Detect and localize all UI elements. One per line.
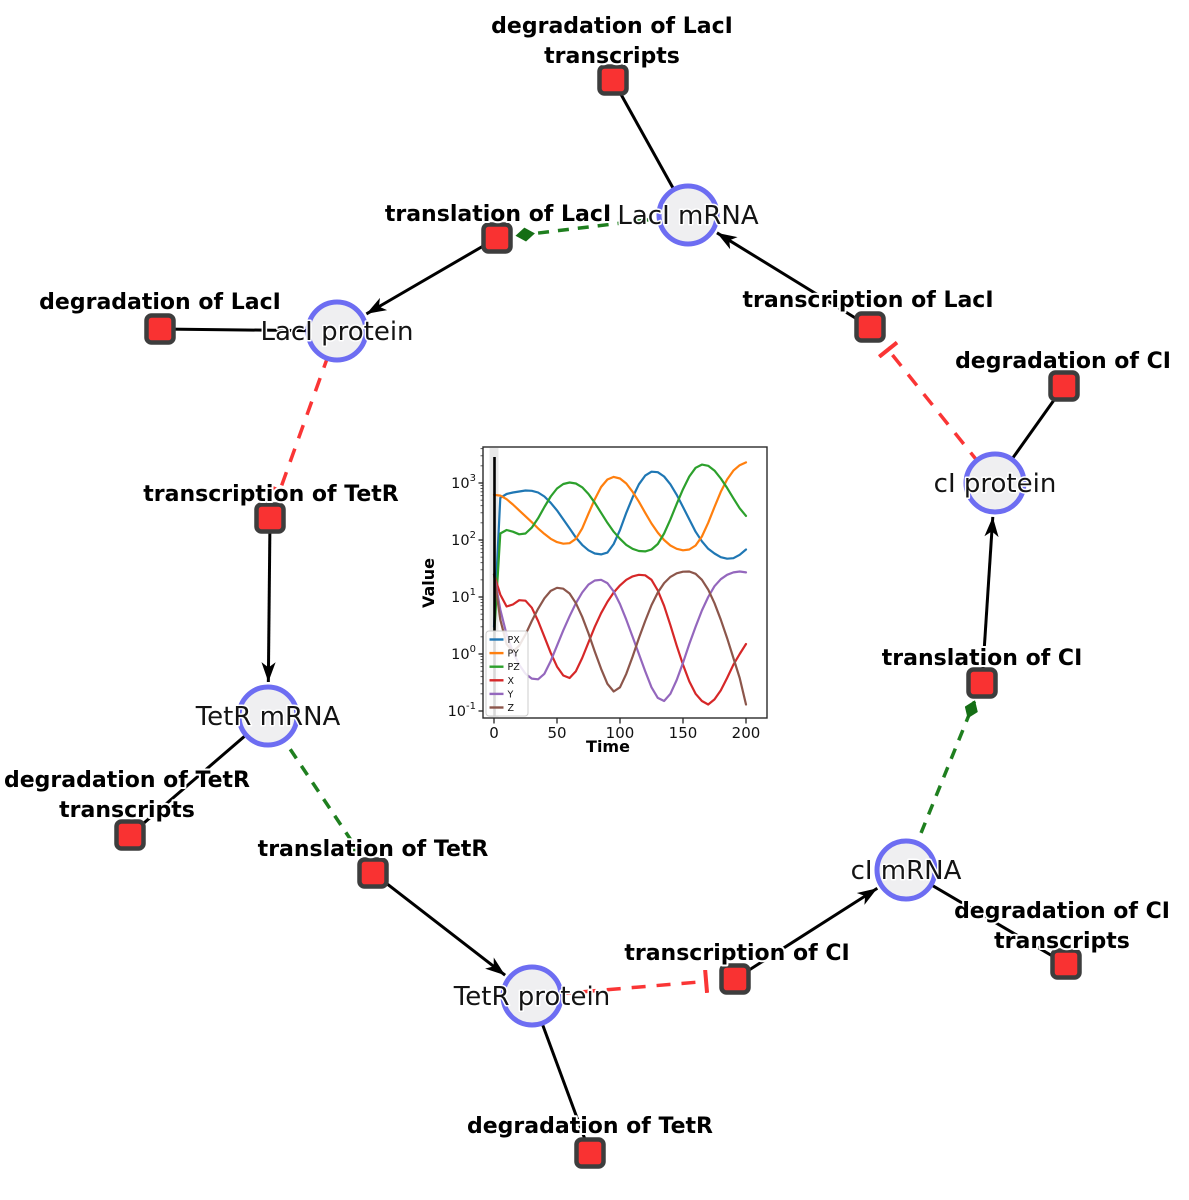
species-label-cI_protein: cI protein — [934, 469, 1057, 499]
series-line-Y — [492, 570, 748, 703]
reaction-node-trans_cI — [966, 667, 998, 699]
reaction-label-deg_cI_tx: degradation of CI — [954, 899, 1170, 924]
species-label-tetR_protein: TetR protein — [453, 982, 610, 1012]
series-line-Z — [492, 570, 748, 706]
chart-frame — [482, 446, 768, 719]
edge-production-trans_lacI-lacI_protein — [365, 236, 498, 316]
x-tick-label-0: 0 — [489, 724, 499, 742]
species-label-tetR_mRNA: TetR mRNA — [195, 702, 341, 732]
reaction-node-txn_lacI — [854, 311, 886, 343]
chart-y-axis-label: Value — [419, 558, 438, 608]
species-node-cI_protein — [963, 451, 1027, 515]
reaction-label-deg_cI_tx-line2: transcripts — [994, 929, 1130, 954]
species-node-lacI_mRNA — [656, 183, 720, 247]
chart-series-layer — [492, 461, 748, 706]
legend-label-PY: PY — [508, 649, 520, 660]
reaction-node-deg_tetR — [574, 1137, 606, 1169]
series-line-PX — [492, 470, 748, 628]
y-tick-label-10e3: 103 — [451, 473, 476, 492]
legend-label-PX: PX — [508, 635, 521, 646]
edge-production-txn_lacI-lacI_mRNA — [716, 231, 871, 329]
reaction-label-deg_lacI_tx: degradation of LacI — [491, 14, 733, 39]
legend-label-X: X — [508, 676, 515, 687]
y-tick-label-10e1: 101 — [451, 587, 476, 606]
reaction-label-deg_tetR: degradation of TetR — [467, 1114, 713, 1139]
series-line-PZ — [492, 463, 748, 638]
edge-production-txn_cI-cI_mRNA — [734, 887, 879, 981]
chart-x-axis-label: Time — [586, 737, 630, 756]
reaction-label-txn_cI: transcription of CI — [624, 941, 849, 966]
reaction-label-trans_lacI: translation of LacI — [385, 202, 611, 227]
legend-label-PZ: PZ — [508, 662, 521, 673]
reaction-label-deg_tetR_tx-line2: transcripts — [59, 798, 195, 823]
reaction-label-txn_lacI: transcription of LacI — [742, 288, 993, 313]
reaction-node-deg_cI — [1048, 370, 1080, 402]
reaction-label-trans_tetR: translation of TetR — [258, 837, 489, 862]
series-line-X — [492, 573, 748, 706]
x-tick-label-50: 50 — [547, 724, 566, 742]
y-tick-label-10e-1: 10-1 — [448, 701, 476, 720]
inset-chart: 103 102 101 100 10-1 0 50 100 150 200 Time Value PX P… — [419, 446, 768, 756]
x-tick-label-150: 150 — [669, 724, 698, 742]
species-node-lacI_protein — [305, 299, 369, 363]
species-label-lacI_protein: LacI protein — [260, 317, 413, 347]
species-node-tetR_protein — [500, 964, 564, 1028]
y-tick-label-10e0: 100 — [451, 644, 476, 663]
edge-production-trans_cI-cI_protein — [980, 516, 999, 684]
reaction-label-txn_tetR: transcription of TetR — [143, 482, 399, 507]
reaction-label-deg_cI: degradation of CI — [955, 349, 1171, 374]
species-label-cI_mRNA: cI mRNA — [851, 856, 962, 886]
nodes-layer — [114, 64, 1082, 1169]
species-label-lacI_mRNA: LacI mRNA — [617, 201, 758, 231]
reaction-label-deg_lacI_tx-line2: transcripts — [544, 44, 680, 69]
reaction-node-txn_tetR — [254, 502, 286, 534]
reaction-node-deg_lacI_tx — [597, 64, 629, 96]
reaction-label-trans_cI: translation of CI — [882, 646, 1083, 671]
reaction-node-deg_cI_tx — [1050, 948, 1082, 980]
species-node-cI_mRNA — [874, 838, 938, 902]
legend-label-Z: Z — [508, 703, 515, 714]
x-tick-label-100: 100 — [606, 724, 635, 742]
edge-production-trans_tetR-tetR_protein — [372, 871, 507, 977]
series-line-PY — [492, 461, 748, 552]
reaction-node-trans_lacI — [481, 222, 513, 254]
reaction-label-deg_tetR_tx: degradation of TetR — [4, 768, 250, 793]
labels-layer: LacI mRNA LacI protein TetR mRNA TetR prote… — [2, 12, 1173, 1141]
x-tick-label-200: 200 — [732, 724, 761, 742]
y-tick-label-10e2: 102 — [451, 530, 476, 549]
legend-label-Y: Y — [507, 689, 514, 700]
reaction-label-deg_lacI: degradation of LacI — [39, 290, 281, 315]
reaction-node-trans_tetR — [357, 857, 389, 889]
reaction-node-deg_tetR_tx — [114, 819, 146, 851]
reaction-node-deg_lacI — [144, 313, 176, 345]
reaction-node-txn_cI — [719, 963, 751, 995]
species-node-tetR_mRNA — [236, 684, 300, 748]
edge-production-txn_tetR-tetR_mRNA — [261, 517, 276, 683]
